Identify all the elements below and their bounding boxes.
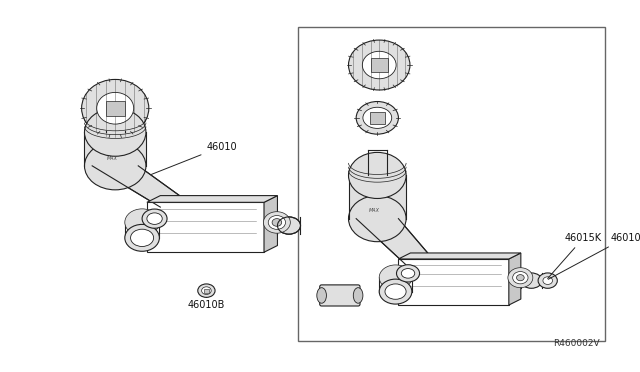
- Text: 46010: 46010: [152, 142, 237, 174]
- Polygon shape: [399, 259, 509, 305]
- Ellipse shape: [349, 153, 406, 199]
- Polygon shape: [264, 196, 278, 252]
- Ellipse shape: [142, 209, 167, 228]
- Bar: [298, 27, 605, 341]
- Ellipse shape: [380, 279, 412, 304]
- Ellipse shape: [385, 284, 406, 299]
- Ellipse shape: [97, 92, 134, 124]
- Ellipse shape: [198, 284, 215, 297]
- Text: MAX: MAX: [107, 155, 118, 161]
- Ellipse shape: [538, 273, 557, 288]
- Ellipse shape: [202, 287, 211, 295]
- Polygon shape: [92, 166, 180, 207]
- Ellipse shape: [125, 224, 159, 251]
- Bar: [84, 132, 146, 166]
- Ellipse shape: [125, 209, 159, 236]
- Text: MAX: MAX: [369, 208, 380, 214]
- Ellipse shape: [131, 229, 154, 247]
- Polygon shape: [147, 202, 264, 252]
- Polygon shape: [509, 253, 521, 305]
- Ellipse shape: [349, 40, 410, 90]
- Bar: [349, 176, 406, 219]
- Ellipse shape: [353, 288, 363, 303]
- Ellipse shape: [317, 288, 326, 303]
- Ellipse shape: [363, 107, 392, 128]
- Ellipse shape: [380, 265, 412, 290]
- Text: R460002V: R460002V: [554, 339, 600, 348]
- Ellipse shape: [268, 215, 285, 230]
- Polygon shape: [204, 289, 209, 292]
- Polygon shape: [370, 112, 385, 124]
- Ellipse shape: [272, 219, 282, 226]
- Polygon shape: [147, 196, 278, 202]
- Ellipse shape: [516, 275, 524, 281]
- Ellipse shape: [147, 213, 163, 224]
- Ellipse shape: [513, 272, 528, 284]
- Ellipse shape: [401, 269, 415, 278]
- Ellipse shape: [82, 80, 149, 137]
- Ellipse shape: [84, 108, 146, 156]
- FancyBboxPatch shape: [320, 285, 360, 306]
- Ellipse shape: [84, 142, 146, 190]
- Ellipse shape: [397, 265, 420, 282]
- Ellipse shape: [264, 212, 291, 233]
- Ellipse shape: [349, 196, 406, 242]
- Ellipse shape: [521, 273, 542, 288]
- Text: 46015K: 46015K: [548, 233, 602, 279]
- Text: 46010B: 46010B: [188, 297, 225, 310]
- Ellipse shape: [508, 268, 533, 288]
- Polygon shape: [399, 253, 521, 259]
- Polygon shape: [356, 219, 428, 264]
- Text: 46010: 46010: [548, 233, 640, 279]
- Ellipse shape: [362, 51, 396, 79]
- Ellipse shape: [356, 102, 399, 134]
- Ellipse shape: [278, 217, 301, 234]
- Polygon shape: [106, 100, 125, 116]
- Ellipse shape: [543, 277, 552, 285]
- Polygon shape: [371, 58, 388, 72]
